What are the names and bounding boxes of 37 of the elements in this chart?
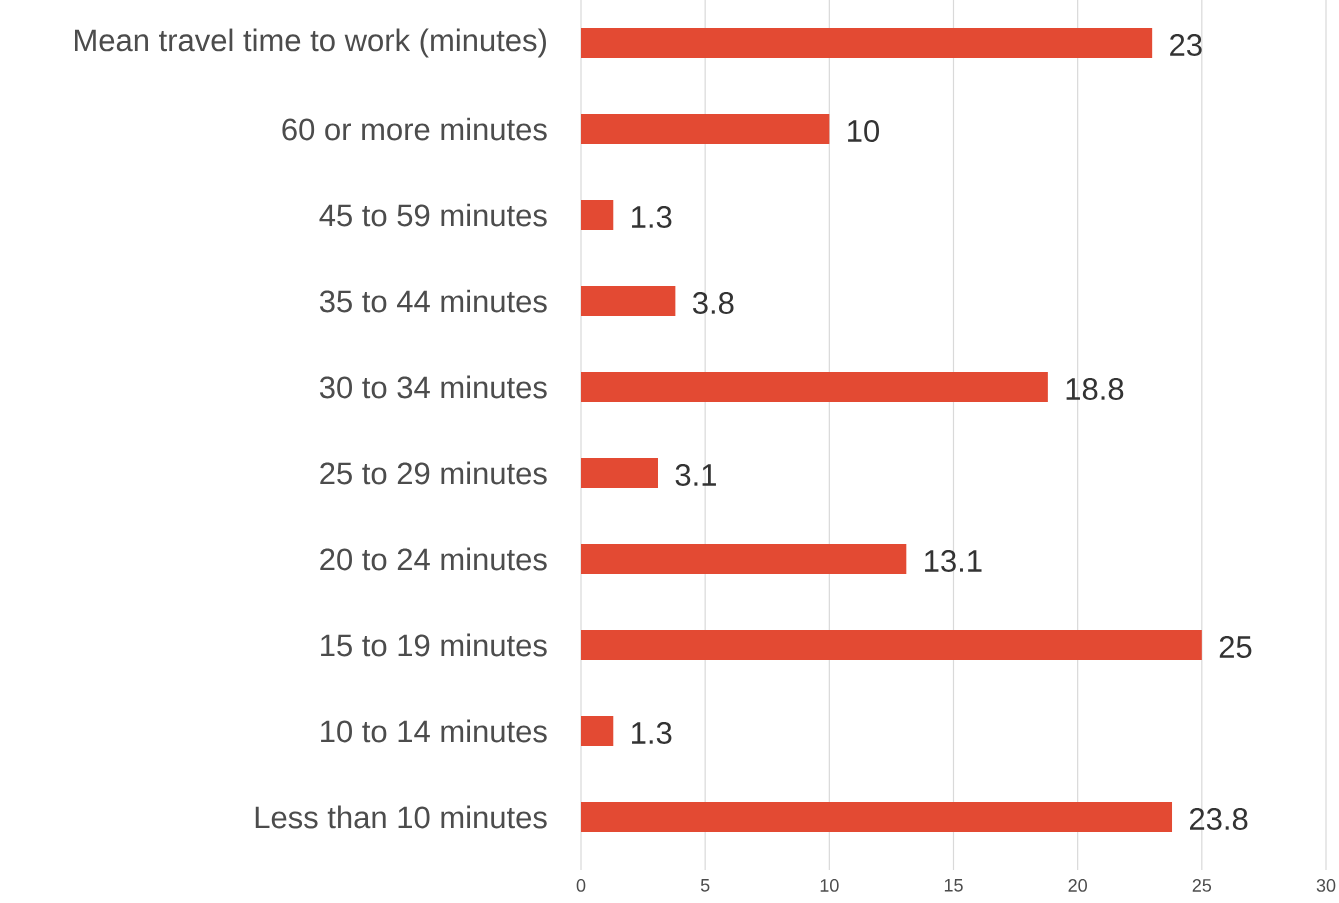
data-label: 23.8 bbox=[1190, 808, 1248, 830]
y-tick-label: 10 to 14 minutes bbox=[321, 719, 547, 743]
bar bbox=[581, 200, 614, 231]
y-tick-label: 25 to 29 minutes bbox=[320, 461, 547, 485]
bar bbox=[581, 286, 676, 317]
x-tick-label: 5 bbox=[700, 879, 710, 892]
y-tick-label: 35 to 44 minutes bbox=[319, 289, 547, 313]
data-label: 3.8 bbox=[692, 292, 734, 314]
y-tick-label: 15 to 19 minutes bbox=[321, 633, 547, 657]
x-tick-label: 0 bbox=[576, 879, 586, 892]
bar bbox=[581, 802, 1173, 832]
x-tick-label: 10 bbox=[820, 879, 839, 892]
y-tick-label: Mean travel time to work (minutes) bbox=[75, 28, 546, 58]
y-tick-label: 60 or more minutes bbox=[282, 117, 547, 141]
data-label: 1.3 bbox=[632, 722, 672, 744]
bar bbox=[581, 630, 1202, 660]
y-tick-label: 45 to 59 minutes bbox=[319, 203, 547, 227]
data-label: 23 bbox=[1170, 34, 1202, 56]
bar bbox=[581, 114, 830, 145]
bar bbox=[581, 458, 658, 488]
data-label: 13.1 bbox=[925, 550, 982, 572]
x-tick-label: 30 bbox=[1316, 879, 1336, 892]
bar bbox=[581, 716, 614, 746]
bar bbox=[581, 544, 907, 574]
data-label: 18.8 bbox=[1066, 378, 1124, 400]
y-tick-label: 30 to 34 minutes bbox=[319, 375, 547, 399]
bar bbox=[581, 28, 1153, 59]
x-tick-label: 20 bbox=[1068, 879, 1087, 892]
data-label: 3.1 bbox=[675, 464, 716, 486]
data-label: 10 bbox=[848, 120, 879, 142]
data-label: 25 bbox=[1219, 636, 1252, 658]
bar bbox=[581, 372, 1048, 403]
y-tick-label: 20 to 24 minutes bbox=[320, 547, 547, 571]
x-tick-label: 15 bbox=[944, 879, 963, 892]
y-tick-label: Less than 10 minutes bbox=[255, 805, 547, 829]
data-label: 1.3 bbox=[632, 206, 672, 228]
x-tick-label: 25 bbox=[1192, 879, 1212, 892]
